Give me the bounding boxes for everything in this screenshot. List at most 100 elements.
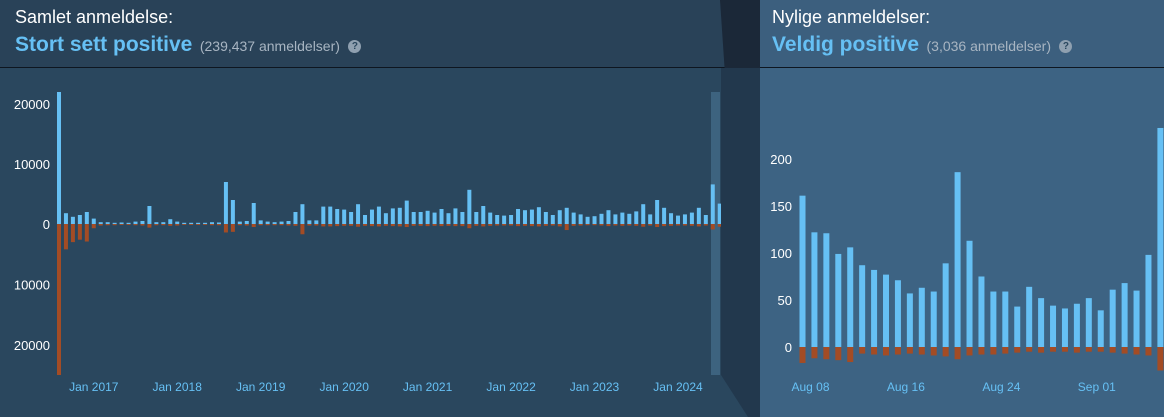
positive-bar bbox=[140, 221, 145, 224]
negative-bar bbox=[77, 224, 82, 240]
x-tick-label: Jan 2020 bbox=[320, 380, 370, 394]
negative-bar bbox=[182, 224, 187, 225]
negative-bar bbox=[942, 347, 949, 357]
positive-bar bbox=[349, 212, 354, 224]
positive-bar bbox=[799, 195, 806, 347]
negative-bar bbox=[383, 224, 388, 226]
negative-bar bbox=[70, 224, 75, 243]
negative-bar bbox=[516, 224, 521, 227]
positive-bar bbox=[1073, 303, 1080, 347]
positive-bar bbox=[453, 208, 458, 224]
negative-bar bbox=[467, 224, 472, 229]
x-tick-label: Aug 08 bbox=[791, 380, 829, 394]
negative-bar bbox=[536, 224, 541, 227]
help-icon[interactable]: ? bbox=[1059, 40, 1073, 53]
negative-bar bbox=[328, 224, 333, 227]
positive-bar bbox=[592, 216, 597, 224]
positive-bar bbox=[119, 222, 124, 224]
negative-bar bbox=[91, 224, 96, 229]
overall-histogram-chart[interactable]: 20000 10000 0 10000 20000 Jan 2017 Jan 2018 Jan… bbox=[0, 68, 756, 417]
positive-bar bbox=[258, 220, 263, 224]
negative-bar bbox=[460, 224, 465, 227]
x-tick-label: Jan 2021 bbox=[403, 380, 453, 394]
negative-bar bbox=[990, 347, 997, 355]
x-tick-label: Jan 2023 bbox=[570, 380, 620, 394]
negative-bar bbox=[894, 347, 901, 355]
negative-bar bbox=[1061, 347, 1068, 352]
positive-bar bbox=[91, 218, 96, 224]
negative-bar bbox=[147, 224, 152, 228]
negative-bar bbox=[717, 224, 722, 227]
positive-bar bbox=[894, 280, 901, 347]
positive-bar bbox=[216, 222, 221, 224]
negative-bar bbox=[481, 224, 486, 227]
positive-bar bbox=[990, 291, 997, 347]
positive-bar bbox=[244, 221, 249, 224]
negative-bar bbox=[883, 347, 890, 356]
help-icon[interactable]: ? bbox=[348, 40, 362, 53]
negative-bar bbox=[119, 224, 124, 225]
positive-bar bbox=[676, 215, 680, 224]
positive-bar bbox=[585, 216, 590, 224]
range-selection-handle bbox=[711, 92, 720, 375]
positive-bar bbox=[1133, 290, 1140, 347]
x-tick-label: Jan 2022 bbox=[486, 380, 536, 394]
positive-bar bbox=[404, 200, 409, 224]
negative-bar bbox=[251, 224, 256, 228]
positive-bar bbox=[627, 213, 632, 224]
positive-bar bbox=[599, 213, 604, 224]
negative-bar bbox=[689, 224, 694, 226]
positive-bar bbox=[189, 222, 194, 224]
positive-bar bbox=[147, 206, 152, 224]
positive-bar bbox=[390, 208, 395, 224]
negative-bar bbox=[453, 224, 458, 227]
positive-bar bbox=[425, 210, 430, 224]
positive-bar bbox=[1014, 306, 1021, 347]
negative-bar bbox=[216, 224, 221, 226]
negative-bar bbox=[682, 224, 687, 226]
y-tick-label: 100 bbox=[770, 246, 792, 261]
negative-bar bbox=[314, 224, 319, 226]
negative-bar bbox=[495, 224, 500, 226]
positive-bar bbox=[237, 221, 242, 224]
recent-summary: Veldig positive (3,036 anmeldelser) ? bbox=[772, 33, 1073, 57]
positive-bar bbox=[557, 210, 562, 224]
positive-bar bbox=[1145, 254, 1152, 347]
negative-bar bbox=[847, 347, 854, 363]
negative-bar bbox=[655, 224, 660, 228]
negative-bar bbox=[606, 224, 611, 227]
positive-bar bbox=[279, 221, 284, 224]
negative-bar bbox=[258, 224, 263, 226]
negative-bar bbox=[648, 224, 653, 226]
positive-bar bbox=[369, 209, 374, 224]
x-tick-label: Jan 2024 bbox=[653, 380, 703, 394]
negative-bar bbox=[669, 224, 674, 226]
positive-bar bbox=[133, 221, 138, 224]
negative-bar bbox=[404, 224, 409, 228]
negative-bar bbox=[425, 224, 430, 227]
negative-bar bbox=[272, 224, 277, 226]
recent-rating[interactable]: Veldig positive bbox=[772, 33, 920, 56]
positive-bar bbox=[196, 222, 201, 224]
negative-bar bbox=[286, 224, 291, 226]
negative-bar bbox=[140, 224, 145, 226]
positive-bar bbox=[689, 212, 694, 224]
positive-bar bbox=[871, 269, 878, 347]
overall-count: (239,437 anmeldelser) bbox=[199, 38, 340, 54]
negative-bar bbox=[474, 224, 479, 226]
negative-bar bbox=[578, 224, 583, 226]
positive-bar bbox=[84, 212, 89, 224]
positive-bar bbox=[543, 212, 548, 224]
x-tick-label: Sep 01 bbox=[1078, 380, 1116, 394]
negative-bar bbox=[1085, 347, 1092, 352]
positive-bar bbox=[942, 263, 949, 347]
negative-bar bbox=[978, 347, 985, 355]
recent-histogram-chart[interactable]: 200 150 100 50 0 Aug 08 Aug 16 Aug 24 Sep 01 bbox=[760, 68, 1164, 417]
negative-bar bbox=[307, 224, 312, 226]
negative-bar bbox=[613, 224, 618, 226]
positive-bar bbox=[223, 182, 228, 224]
y-tick-label: 0 bbox=[785, 340, 792, 355]
overall-rating[interactable]: Stort sett positive bbox=[15, 33, 193, 56]
negative-bar bbox=[376, 224, 381, 227]
negative-bar bbox=[369, 224, 374, 227]
